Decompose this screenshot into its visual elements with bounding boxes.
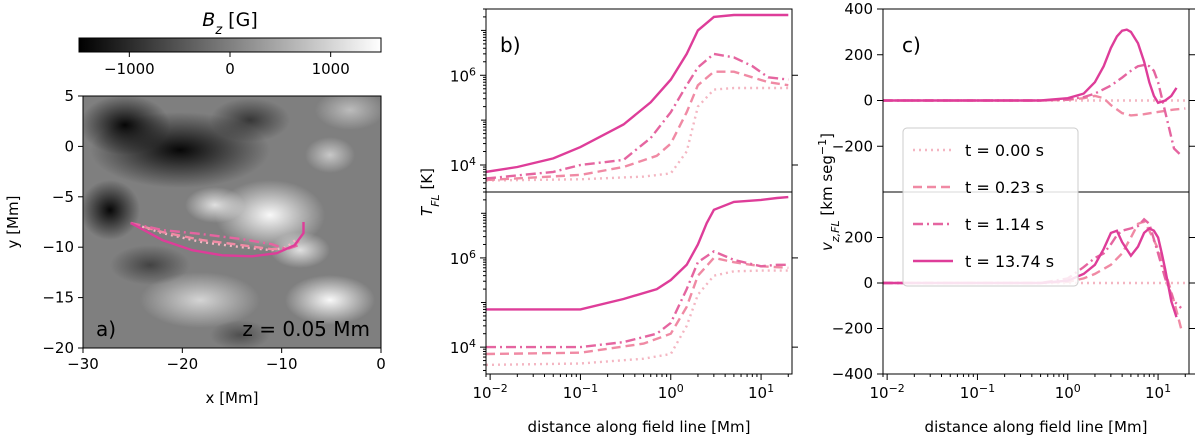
colorbar-tick-label: −1000 [104, 60, 155, 78]
xtick-label: 100 [1055, 382, 1081, 403]
ytick-label-a: −5 [52, 188, 74, 206]
xtick-label: 10−2 [472, 382, 507, 403]
xtick-label-a: 0 [376, 355, 386, 373]
series-line-3 [883, 28, 1178, 105]
series-line-0 [486, 86, 789, 182]
xtick-label: 10−2 [869, 382, 904, 403]
xtick-label-a: −20 [167, 355, 199, 373]
colorbar [78, 37, 382, 53]
ytick-label: 400 [844, 0, 873, 18]
ytick-label: −400 [832, 365, 873, 383]
ytick-label: 106 [450, 247, 476, 268]
colorbar-label: Bz [G] [202, 9, 257, 38]
xtick-label: 101 [748, 382, 774, 403]
colorbar-tick-label: 1000 [312, 60, 350, 78]
field-line-3 [130, 221, 305, 258]
colorbar-tick-label: 0 [225, 60, 235, 78]
xtick-label: 100 [658, 382, 684, 403]
plot-frame-a [82, 95, 382, 349]
panel-b: 104 106 104 106 10−2 10−1 100 101 b) distance a… [418, 8, 798, 436]
xlabel-a: x [Mm] [206, 389, 259, 407]
annotation-height: z = 0.05 Mm [242, 317, 370, 341]
xlabel-b: distance along field line [Mm] [528, 418, 751, 436]
xtick-label: 10−1 [563, 382, 598, 403]
xtick-label-a: −10 [266, 355, 298, 373]
ytick-label: −200 [832, 137, 873, 155]
legend-label: t = 1.14 s [965, 215, 1044, 234]
ytick-label-a: −10 [42, 238, 74, 256]
field-line-0 [130, 221, 298, 252]
panel-label-b: b) [500, 33, 521, 57]
ytick-label-a: −20 [42, 339, 74, 357]
panel-label-c: c) [902, 33, 921, 57]
xtick-label: 10−1 [960, 382, 995, 403]
series-line-2 [486, 52, 789, 180]
colorbar-ticks: −1000 0 1000 [104, 52, 350, 78]
ytick-label-a: −15 [42, 289, 74, 307]
ytick-label: 200 [844, 46, 873, 64]
series-line-1 [486, 256, 789, 356]
ytick-label-a: 0 [64, 137, 74, 155]
series-line-2 [883, 63, 1182, 157]
ytick-label: 0 [863, 92, 873, 110]
xtick-label-a: −30 [67, 355, 99, 373]
legend-label: t = 0.00 s [965, 141, 1044, 160]
heatmap-image [83, 96, 381, 348]
ylabel-c: vz,FL [km seg−1] [816, 133, 842, 251]
xlabel-c: distance along field line [Mm] [925, 418, 1148, 436]
ytick-label: −200 [832, 320, 873, 338]
ytick-label: 104 [450, 337, 476, 358]
series-line-2 [486, 250, 789, 349]
xtick-label: 101 [1145, 382, 1171, 403]
series-line-3 [883, 226, 1178, 318]
ylabel-a: y [Mm] [4, 196, 22, 249]
series-line-1 [883, 94, 1186, 117]
legend-box [902, 127, 1079, 287]
ytick-label: 200 [844, 229, 873, 247]
legend-label: t = 0.23 s [965, 178, 1044, 197]
ylabel-b: TFL [K] [418, 168, 442, 216]
legend: t = 0.00 s t = 0.23 s t = 1.14 s t = 13.74 … [902, 127, 1079, 287]
series-line-3 [486, 13, 789, 174]
ytick-label: 0 [863, 274, 873, 292]
series-line-1 [486, 70, 789, 182]
ytick-label: 104 [450, 154, 476, 175]
ytick-label-a: 5 [64, 87, 74, 105]
series-line-0 [486, 269, 789, 367]
legend-label: t = 13.74 s [965, 252, 1054, 271]
panel-a: Bz [G] −1000 0 1000 −30 −20 −10 050−5−10−15−2… [4, 9, 386, 407]
panel-label-a: a) [96, 317, 116, 341]
series-line-3 [486, 195, 789, 311]
ytick-label: 106 [450, 65, 476, 86]
plot-frame-b-bottom [485, 191, 793, 375]
